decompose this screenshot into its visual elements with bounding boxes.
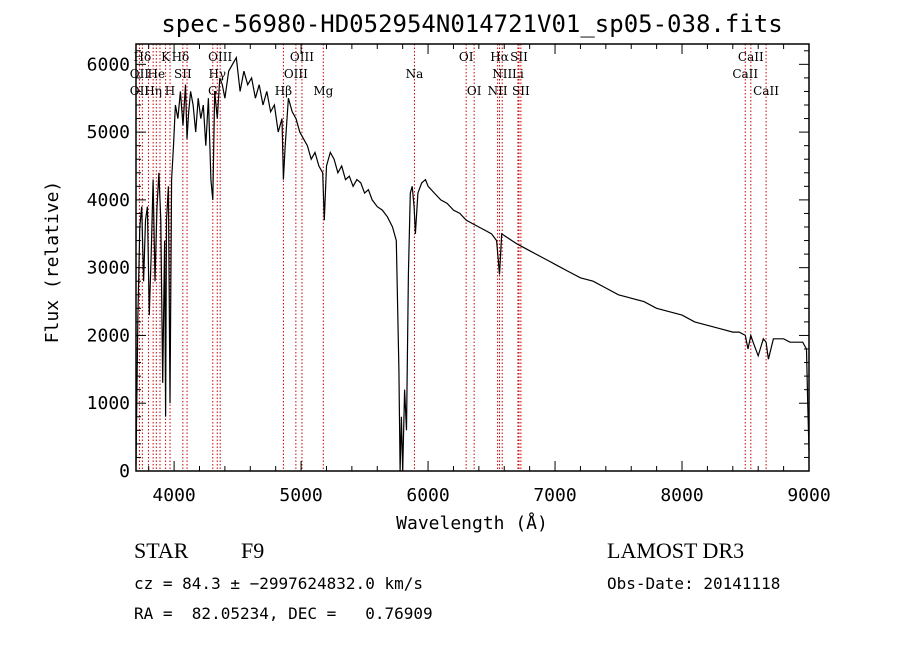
line-marker-label: Hα (490, 50, 509, 64)
line-marker-label: Na (406, 67, 424, 81)
line-marker-label: Hβ (275, 84, 292, 98)
object-class: STAR (134, 538, 189, 563)
line-marker-label: OI (467, 84, 482, 98)
survey-name: LAMOST DR3 (607, 538, 745, 563)
chart-title: spec-56980-HD052954N014721V01_sp05-038.f… (161, 10, 782, 38)
x-tick-label: 5000 (279, 485, 322, 506)
spectrum-line (135, 55, 810, 472)
object-subclass: F9 (241, 538, 265, 563)
y-tick-label: 6000 (87, 54, 130, 75)
y-tick-label: 0 (119, 461, 130, 482)
y-tick-label: 2000 (87, 325, 130, 346)
x-tick-label: 6000 (406, 485, 449, 506)
x-tick-label: 9000 (787, 485, 830, 506)
y-tick-label: 3000 (87, 258, 130, 279)
line-marker-label: OIII (208, 50, 232, 64)
line-marker-label: He (148, 67, 166, 81)
line-marker-label: NII (492, 67, 512, 81)
line-marker-label: SII (512, 84, 530, 98)
line-marker-label: NII (488, 84, 508, 98)
line-marker-label: SII (510, 50, 528, 64)
obs-date: Obs-Date: 20141118 (607, 574, 781, 593)
y-axis-label: Flux (relative) (42, 181, 63, 344)
line-marker-label: H (165, 84, 175, 98)
line-marker-label: Hδ (172, 50, 190, 64)
y-tick-label: 1000 (87, 393, 130, 414)
line-marker-label: CaII (753, 84, 779, 98)
line-marker-label: Hδ (133, 50, 151, 64)
x-axis: 4000 5000 6000 7000 8000 9000 (148, 44, 831, 506)
line-marker-label: K (161, 50, 171, 64)
line-marker-label: G (208, 84, 218, 98)
y-tick-label: 5000 (87, 122, 130, 143)
line-marker-label: OIII (290, 50, 314, 64)
line-marker-label: SII (174, 67, 192, 81)
x-tick-label: 7000 (533, 485, 576, 506)
line-marker-label: Li (512, 67, 524, 81)
x-tick-label: 4000 (152, 485, 195, 506)
x-axis-label: Wavelength (Å) (396, 512, 548, 534)
x-tick-label: 8000 (660, 485, 703, 506)
line-marker-label: Hγ (208, 67, 226, 81)
y-axis: 0 1000 2000 3000 4000 5000 6000 (87, 50, 809, 482)
y-tick-label: 4000 (87, 190, 130, 211)
line-marker-label: CaII (732, 67, 758, 81)
line-marker-label: OII (130, 67, 150, 81)
ra-dec-info: RA = 82.05234, DEC = 0.76909 (134, 604, 433, 623)
redshift-info: cz = 84.3 ± −2997624832.0 km/s (134, 574, 423, 593)
line-marker-label: CaII (738, 50, 764, 64)
line-marker-label: OI (459, 50, 474, 64)
line-marker-label: Hη (144, 84, 162, 98)
line-markers (138, 44, 767, 471)
plot-frame (135, 43, 810, 472)
line-marker-label: OIII (284, 67, 308, 81)
line-marker-label: Mg (313, 84, 333, 98)
